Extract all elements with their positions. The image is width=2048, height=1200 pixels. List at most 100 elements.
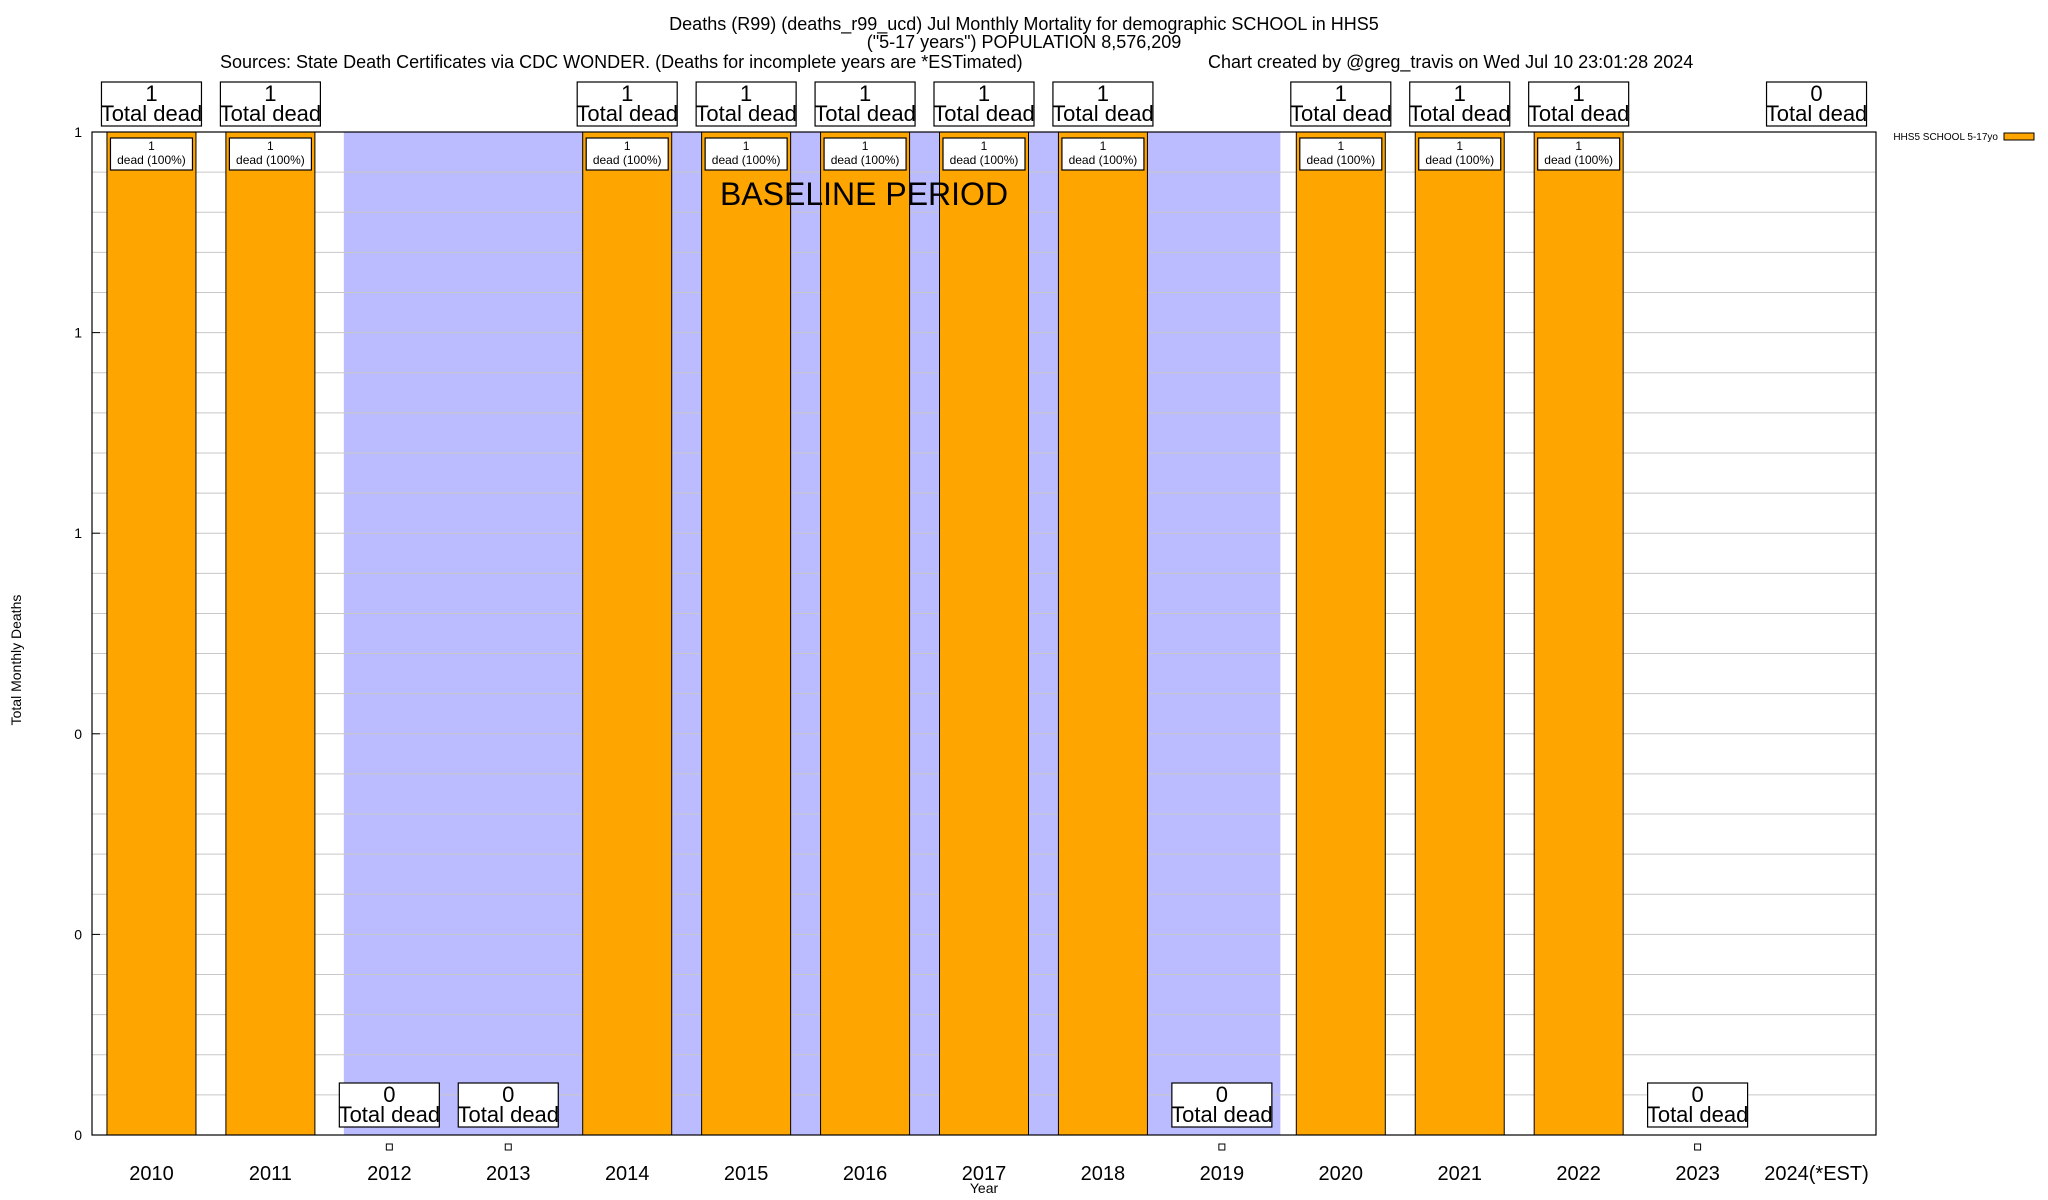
bar-2011 [225, 131, 316, 1136]
svg-text:dead (100%): dead (100%) [1306, 153, 1375, 167]
svg-text:1: 1 [978, 81, 990, 106]
svg-text:Total dead: Total dead [339, 1102, 441, 1127]
x-tick-label: 2024(*EST) [1764, 1163, 1869, 1185]
bar-2020 [1295, 131, 1386, 1136]
zero-marker [1218, 1143, 1226, 1151]
bar-2022 [1533, 131, 1624, 1136]
svg-text:1: 1 [1337, 139, 1344, 153]
svg-text:1: 1 [740, 81, 752, 106]
svg-text:1: 1 [862, 139, 869, 153]
x-axis-label: Year [969, 1180, 999, 1196]
svg-text:1: 1 [859, 81, 871, 106]
x-tick-label: 2023 [1675, 1163, 1720, 1185]
x-tick-label: 2018 [1081, 1163, 1126, 1185]
svg-text:dead (100%): dead (100%) [593, 153, 662, 167]
svg-text:Total dead: Total dead [101, 101, 203, 126]
chart-credit: Chart created by @greg_travis on Wed Jul… [1208, 52, 1694, 72]
svg-text:1: 1 [264, 81, 276, 106]
y-tick-label: 0 [74, 726, 82, 742]
y-tick-label: 1 [74, 525, 82, 541]
svg-text:0: 0 [1810, 81, 1822, 106]
x-tick-label: 2012 [367, 1163, 412, 1185]
zero-marker [504, 1143, 512, 1151]
bar-2021 [1414, 131, 1505, 1136]
chart-title: Deaths (R99) (deaths_r99_ucd) Jul Monthl… [669, 14, 1379, 34]
svg-text:1: 1 [1097, 81, 1109, 106]
svg-text:Total dead: Total dead [695, 101, 797, 126]
svg-text:dead (100%): dead (100%) [712, 153, 781, 167]
svg-text:1: 1 [1335, 81, 1347, 106]
bar-2014 [582, 131, 673, 1136]
x-tick-label: 2020 [1319, 1163, 1364, 1185]
svg-text:Total dead: Total dead [458, 1102, 560, 1127]
svg-text:Total dead: Total dead [1528, 101, 1630, 126]
x-tick-label: 2016 [843, 1163, 888, 1185]
zero-marker [385, 1143, 393, 1151]
svg-text:1: 1 [1454, 81, 1466, 106]
bar-2018 [1057, 131, 1148, 1136]
bar-2010 [106, 131, 197, 1136]
svg-text:1: 1 [981, 139, 988, 153]
svg-text:1: 1 [1456, 139, 1463, 153]
x-tick-label: 2021 [1437, 1163, 1482, 1185]
svg-text:1: 1 [267, 139, 274, 153]
svg-text:1: 1 [1100, 139, 1107, 153]
legend-swatch [2003, 132, 2035, 141]
x-tick-label: 2022 [1556, 1163, 1601, 1185]
svg-text:Total dead: Total dead [1290, 101, 1392, 126]
svg-text:Total dead: Total dead [576, 101, 678, 126]
y-tick-label: 0 [74, 926, 82, 942]
svg-text:dead (100%): dead (100%) [236, 153, 305, 167]
bar-2015 [701, 131, 792, 1136]
svg-text:1: 1 [743, 139, 750, 153]
svg-text:dead (100%): dead (100%) [831, 153, 900, 167]
svg-text:1: 1 [621, 81, 633, 106]
y-tick-label: 1 [74, 325, 82, 341]
zero-marker [1694, 1143, 1702, 1151]
x-tick-label: 2015 [724, 1163, 769, 1185]
svg-text:0: 0 [383, 1082, 395, 1107]
svg-text:Total dead: Total dead [1647, 1102, 1749, 1127]
svg-text:1: 1 [145, 81, 157, 106]
svg-text:dead (100%): dead (100%) [950, 153, 1019, 167]
svg-text:1: 1 [148, 139, 155, 153]
svg-text:0: 0 [1216, 1082, 1228, 1107]
svg-text:0: 0 [1691, 1082, 1703, 1107]
legend-label: HHS5 SCHOOL 5-17yo [1893, 132, 1998, 143]
svg-text:Total dead: Total dead [220, 101, 322, 126]
baseline-period-label: BASELINE PERIOD [720, 176, 1008, 212]
x-tick-label: 2010 [129, 1163, 174, 1185]
x-tick-label: 2017 [962, 1163, 1007, 1185]
y-tick-label: 0 [74, 1127, 82, 1143]
svg-text:1: 1 [1573, 81, 1585, 106]
y-tick-label: 1 [74, 124, 82, 140]
chart-subtitle: ("5-17 years") POPULATION 8,576,209 [866, 32, 1182, 52]
x-tick-label: 2019 [1200, 1163, 1245, 1185]
svg-text:Total dead: Total dead [1766, 101, 1868, 126]
svg-text:Total dead: Total dead [1052, 101, 1154, 126]
svg-text:Total dead: Total dead [1409, 101, 1511, 126]
x-tick-label: 2011 [249, 1163, 292, 1185]
svg-text:dead (100%): dead (100%) [117, 153, 186, 167]
